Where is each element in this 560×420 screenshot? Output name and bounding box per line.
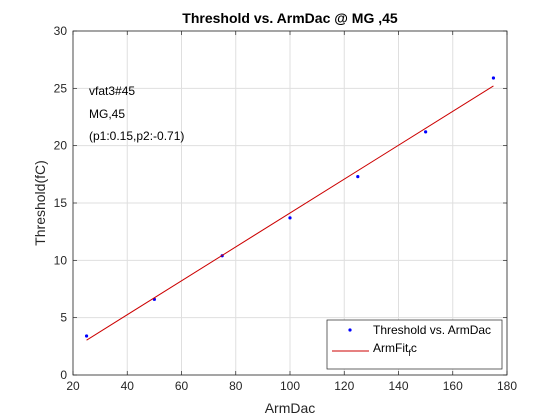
data-point bbox=[491, 76, 496, 80]
annotation-mg: MG,45 bbox=[89, 107, 125, 121]
y-tick-label: 5 bbox=[60, 311, 67, 325]
x-tick-label: 120 bbox=[334, 379, 354, 393]
annotation-fit-params: (p1:0.15,p2:-0.71) bbox=[89, 129, 184, 143]
x-tick-label: 140 bbox=[388, 379, 408, 393]
annotation-chip-id: vfat3#45 bbox=[89, 84, 135, 98]
fit-line bbox=[86, 85, 494, 341]
data-point bbox=[288, 216, 292, 220]
legend-marker-threshold bbox=[348, 328, 352, 332]
y-tick-label: 0 bbox=[60, 368, 67, 382]
legend-label-fit-sub: f bbox=[408, 348, 411, 358]
legend-label-fit-suffix: c bbox=[411, 341, 417, 355]
axes-box bbox=[72, 30, 508, 376]
tick-labels: 20 40 60 80 100 120 140 160 180 0 5 10 15 20 25 30 bbox=[54, 24, 518, 393]
x-tick-label: 20 bbox=[66, 379, 80, 393]
y-tick-label: 20 bbox=[54, 139, 68, 153]
chart-title: Threshold vs. ArmDac @ MG ,45 bbox=[182, 10, 398, 26]
y-tick-label: 10 bbox=[54, 253, 68, 267]
data-point bbox=[424, 130, 428, 134]
y-tick-label: 30 bbox=[54, 24, 68, 38]
data-point bbox=[84, 334, 89, 338]
x-tick-label: 180 bbox=[497, 379, 517, 393]
y-tick-label: 15 bbox=[54, 196, 68, 210]
legend-label-threshold: Threshold vs. ArmDac bbox=[373, 323, 491, 337]
x-tick-label: 60 bbox=[175, 379, 189, 393]
x-tick-label: 80 bbox=[229, 379, 243, 393]
data-point bbox=[356, 175, 360, 179]
legend-box bbox=[326, 319, 503, 370]
x-tick-label: 40 bbox=[121, 379, 135, 393]
series-layer bbox=[84, 76, 496, 341]
x-tick-label: 160 bbox=[443, 379, 463, 393]
axes bbox=[72, 30, 508, 376]
x-axis-label: ArmDac bbox=[265, 400, 316, 416]
x-tick-label: 100 bbox=[280, 379, 300, 393]
legend: Threshold vs. ArmDac ArmFitfc bbox=[326, 319, 503, 370]
y-tick-label: 25 bbox=[54, 81, 68, 95]
y-axis-label: Threshold(fC) bbox=[32, 160, 48, 246]
legend-label-fit-main: ArmFit bbox=[373, 341, 409, 355]
legend-label-fit: ArmFitfc bbox=[373, 341, 417, 358]
